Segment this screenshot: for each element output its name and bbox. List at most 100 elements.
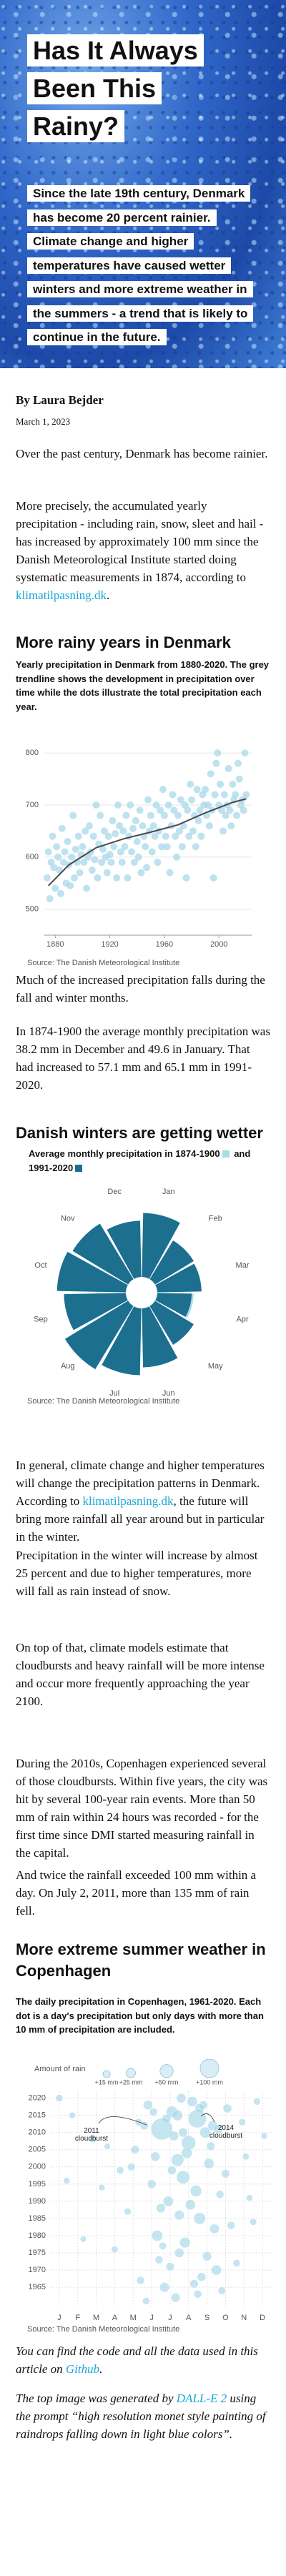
dot xyxy=(115,822,123,830)
dot xyxy=(184,806,192,814)
dot xyxy=(54,853,62,861)
dot xyxy=(100,827,108,835)
dot xyxy=(147,811,154,819)
bubble xyxy=(181,2147,192,2159)
x-tick-label: 2000 xyxy=(210,940,227,949)
dot xyxy=(182,874,190,882)
dot xyxy=(53,843,61,851)
dot xyxy=(241,749,249,757)
link[interactable]: klimatilpasning.dk xyxy=(82,1494,174,1508)
annotation-line: cloudburst xyxy=(75,2135,108,2143)
y-tick-label: 2000 xyxy=(29,2163,46,2171)
annotation: 2014 cloudburst xyxy=(209,2124,242,2140)
bubble xyxy=(174,2210,184,2221)
legend-label: 1991-2020 xyxy=(29,1162,74,1173)
legend-label: 1874-1900 xyxy=(175,1148,220,1159)
size-legend-circle xyxy=(159,2064,174,2078)
y-tick-label: 800 xyxy=(26,749,39,757)
dot xyxy=(56,889,64,897)
dot xyxy=(187,780,194,788)
bubble xyxy=(213,2124,223,2134)
dot xyxy=(178,843,186,851)
dot xyxy=(192,843,199,851)
dot xyxy=(97,811,104,819)
y-tick-label: 2015 xyxy=(29,2111,46,2120)
y-tick-label: 1970 xyxy=(29,2266,46,2274)
link[interactable]: klimatilpasning.dk xyxy=(16,588,107,602)
text: The top image was generated by xyxy=(16,2392,177,2405)
dot xyxy=(218,806,226,814)
size-legend-circle xyxy=(126,2068,136,2078)
dot xyxy=(134,853,142,861)
bubble xyxy=(179,2237,191,2249)
month-label: May xyxy=(208,1362,223,1371)
dot xyxy=(154,859,162,867)
bubble xyxy=(193,2289,202,2299)
dot xyxy=(79,843,87,851)
dot xyxy=(103,869,111,877)
link[interactable]: Github xyxy=(65,2362,100,2376)
x-tick-label: M xyxy=(93,2314,99,2322)
dot xyxy=(98,859,106,867)
dot xyxy=(43,874,51,882)
dot xyxy=(118,859,126,867)
radial-bar xyxy=(155,1263,202,1293)
x-tick-label: 1920 xyxy=(101,940,118,949)
x-tick-label: J xyxy=(149,2314,154,2322)
bubble xyxy=(193,2212,206,2225)
bubble xyxy=(222,2103,232,2113)
y-tick-label: 1965 xyxy=(29,2283,46,2291)
dot xyxy=(242,791,250,799)
paragraph: The top image was generated by DALL-E 2 … xyxy=(16,2389,270,2443)
dot xyxy=(217,780,225,788)
month-label: Nov xyxy=(61,1215,75,1223)
dot xyxy=(196,806,204,814)
dot xyxy=(70,874,78,882)
y-tick-label: 1990 xyxy=(29,2197,46,2206)
x-tick-label: A xyxy=(112,2314,118,2322)
radial-bar xyxy=(72,1223,134,1285)
bubble xyxy=(178,2128,188,2138)
dot xyxy=(211,791,219,799)
text: using the prompt “high resolution monet … xyxy=(16,2392,266,2441)
text: More precisely, the accumulated yearly p… xyxy=(16,499,264,584)
dot xyxy=(132,816,139,824)
dot xyxy=(44,848,52,856)
bubble xyxy=(147,2179,157,2189)
bubble xyxy=(111,2246,119,2254)
dot xyxy=(72,845,79,853)
radial-bar xyxy=(102,1306,142,1376)
paragraph: Much of the increased precipitation fall… xyxy=(16,973,265,1005)
bubble xyxy=(238,2118,246,2126)
source: Source: The Danish Meteorological Instit… xyxy=(27,2325,179,2334)
paragraph: In 1874-1900 the average monthly precipi… xyxy=(16,1025,270,1092)
bubble xyxy=(127,2163,136,2171)
y-tick-label: 600 xyxy=(26,853,39,862)
bubble xyxy=(130,2145,139,2154)
dot xyxy=(89,832,97,840)
bubble xyxy=(171,2153,184,2167)
section-heading: Danish winters are getting wetter xyxy=(16,1124,263,1142)
bubble xyxy=(150,2118,173,2141)
chart-legend: Average monthly precipitation in 1874-19… xyxy=(29,1147,265,1175)
bubble xyxy=(253,2098,261,2106)
dot xyxy=(74,832,82,840)
dot xyxy=(104,832,112,840)
chart-title: The daily precipitation in Copenhagen, 1… xyxy=(16,1996,264,2035)
bubble xyxy=(206,2141,215,2151)
x-tick-label: 1880 xyxy=(46,940,64,949)
month-label: Oct xyxy=(34,1261,46,1270)
dot xyxy=(113,874,121,882)
title: Has It Always Been This Rainy? xyxy=(27,31,206,145)
bubble xyxy=(79,2236,87,2243)
text: . xyxy=(107,588,110,602)
x-tick-label: J xyxy=(168,2314,172,2322)
dot xyxy=(177,796,184,804)
radial-bar xyxy=(149,1301,194,1345)
paragraph: During the 2010s, Copenhagen experienced… xyxy=(16,1757,268,1860)
dot xyxy=(169,791,177,799)
dot xyxy=(122,811,130,819)
annotation-line: 2014 xyxy=(218,2124,235,2132)
link[interactable]: DALL-E 2 xyxy=(176,2392,227,2405)
bubble xyxy=(203,2158,214,2169)
